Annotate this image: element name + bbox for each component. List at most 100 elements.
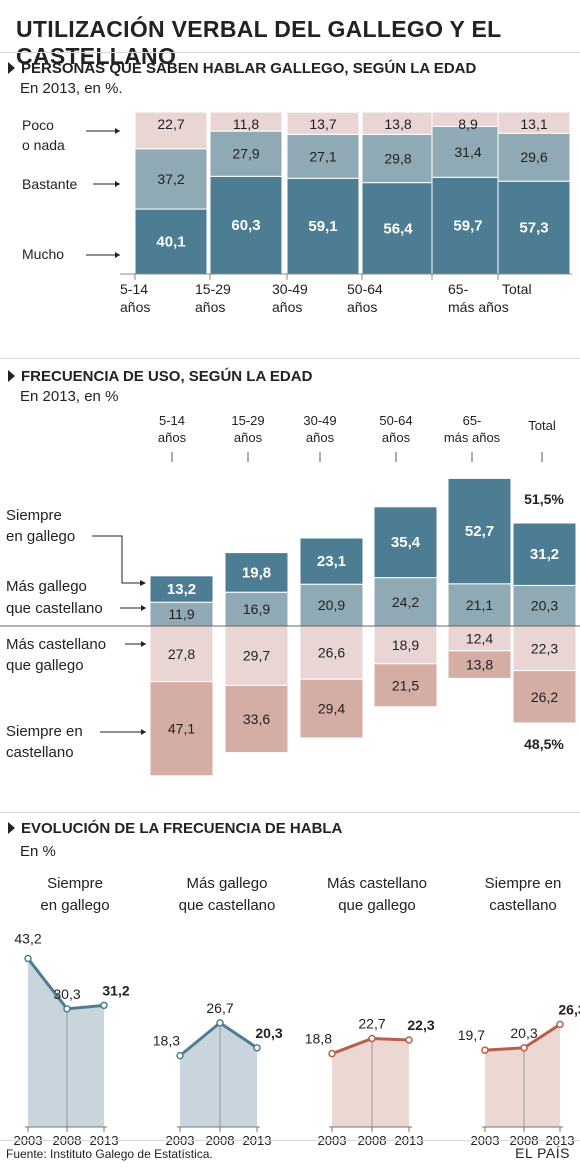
bar-bastante — [361, 133, 435, 184]
bar-value-label: 13,7 — [309, 116, 336, 132]
x-tick-label: 50-64 — [347, 281, 383, 297]
legend-label: Más gallego — [6, 578, 87, 595]
legend-label: Mucho — [22, 246, 64, 262]
x-tick-label: años — [382, 430, 411, 445]
bar-siempre-castellano — [299, 678, 364, 739]
legend-label: castellano — [6, 744, 74, 761]
bar-value-label: 22,7 — [157, 116, 184, 132]
bar-value-label: 40,1 — [156, 234, 185, 251]
x-tick-label: 65- — [448, 281, 469, 297]
bar-value-label: 19,8 — [242, 564, 271, 581]
area-fill — [28, 958, 104, 1127]
x-tick-label: años — [195, 299, 225, 315]
divider — [0, 1140, 580, 1141]
data-label: 18,3 — [153, 1033, 180, 1049]
bar-value-label: 52,7 — [465, 523, 494, 540]
legend-connector — [92, 535, 140, 584]
bar-value-label: 27,1 — [309, 148, 336, 164]
bar-value-label: 24,2 — [392, 594, 419, 610]
x-tick-label: 5-14 — [159, 413, 185, 428]
area-fill — [180, 1022, 257, 1127]
bar-siempre-gallego — [447, 477, 512, 585]
bar-mas-castellano — [447, 625, 512, 652]
bar-poco-o-nada — [497, 111, 571, 134]
bar-mucho — [361, 182, 435, 275]
x-tick-label: Total — [502, 281, 532, 297]
data-label: 31,2 — [102, 982, 129, 998]
data-point — [24, 954, 32, 963]
bar-value-label: 27,8 — [168, 646, 195, 662]
bar-value-label: 20,9 — [318, 597, 345, 613]
bar-value-label: 29,6 — [520, 149, 547, 165]
data-label: 43,2 — [14, 931, 41, 947]
data-label: 22,3 — [407, 1017, 434, 1033]
total-gallego: 51,5% — [524, 491, 564, 507]
data-label: 19,7 — [458, 1027, 485, 1043]
data-label: 26,7 — [206, 1000, 233, 1016]
section-2-title: FRECUENCIA DE USO, SEGÚN LA EDAD — [8, 368, 312, 385]
legend-label: Más castellano — [6, 636, 106, 653]
brand-logo: EL PAÍS — [515, 1145, 570, 1161]
bar-value-label: 23,1 — [317, 553, 346, 570]
x-tick-label: más años — [448, 299, 509, 315]
bar-value-label: 59,1 — [308, 218, 337, 235]
page-title: UTILIZACIÓN VERBAL DEL GALLEGO Y EL CAST… — [16, 16, 502, 69]
section-3-subtitle: En % — [20, 843, 56, 860]
bar-value-label: 13,8 — [384, 116, 411, 132]
bar-value-label: 16,9 — [243, 601, 270, 617]
bar-bastante — [134, 148, 208, 210]
bar-value-label: 26,6 — [318, 645, 345, 661]
bar-siempre-gallego — [149, 575, 214, 603]
data-point — [216, 1019, 224, 1027]
bar-value-label: 37,2 — [157, 171, 184, 187]
section-3-title: EVOLUCIÓN DE LA FRECUENCIA DE HABLA — [8, 820, 342, 837]
legend-label: que castellano — [6, 600, 103, 617]
source-note: Fuente: Instituto Galego de Estatística. — [6, 1147, 213, 1161]
data-label: 20,3 — [510, 1025, 537, 1041]
data-point — [405, 1036, 413, 1044]
bar-value-label: 29,7 — [243, 648, 270, 664]
data-label: 26,3 — [558, 1001, 580, 1017]
legend-arrow-siempre-castellano-head — [141, 729, 146, 735]
bar-value-label: 13,8 — [466, 657, 493, 673]
x-tick-label: 50-64 — [379, 413, 412, 428]
section-2-subtitle: En 2013, en % — [20, 388, 119, 405]
bar-value-label: 12,4 — [466, 630, 493, 646]
bar-mas-castellano — [373, 625, 438, 665]
bar-siempre-castellano — [373, 663, 438, 708]
x-tick-label: años — [306, 430, 335, 445]
bar-mas-castellano — [512, 625, 577, 672]
bar-bastante — [209, 130, 283, 177]
panel-title: Más castellano — [327, 875, 427, 892]
x-tick-label: años — [347, 299, 377, 315]
panel-title: Más gallego — [187, 875, 268, 892]
bar-value-label: 57,3 — [519, 220, 548, 237]
panel-title: Siempre en — [485, 875, 562, 892]
x-tick-label: Total — [528, 418, 556, 433]
bar-value-label: 31,4 — [454, 144, 481, 160]
x-tick-label: 30-49 — [272, 281, 308, 297]
x-tick-label: 65- — [463, 413, 482, 428]
bar-value-label: 35,4 — [391, 534, 421, 551]
bar-siempre-castellano — [224, 684, 289, 754]
bar-value-label: 29,4 — [318, 701, 345, 717]
bar-poco-o-nada — [286, 111, 360, 135]
bar-siempre-gallego — [299, 537, 364, 585]
data-point — [100, 1001, 108, 1010]
bar-mas-gallego — [447, 583, 512, 627]
area-fill — [332, 1038, 409, 1127]
x-tick-label: años — [120, 299, 150, 315]
bar-value-label: 20,3 — [531, 598, 558, 614]
bar-siempre-castellano — [512, 670, 577, 724]
legend-arrow-poco-head — [115, 128, 120, 134]
legend-label: o nada — [22, 137, 65, 153]
bar-value-label: 47,1 — [168, 721, 195, 737]
chart-usage-frequency: 5-14 años 11,9 13,2 27,8 47,1 15-29 años 16,9 19,… — [0, 413, 580, 777]
data-point — [481, 1046, 489, 1054]
data-label: 18,8 — [305, 1031, 332, 1047]
x-tick-label: 5-14 — [120, 281, 148, 297]
legend-label: Bastante — [22, 176, 77, 192]
bar-mucho — [209, 175, 283, 275]
data-point — [520, 1044, 528, 1052]
bar-siempre-castellano — [149, 681, 214, 777]
